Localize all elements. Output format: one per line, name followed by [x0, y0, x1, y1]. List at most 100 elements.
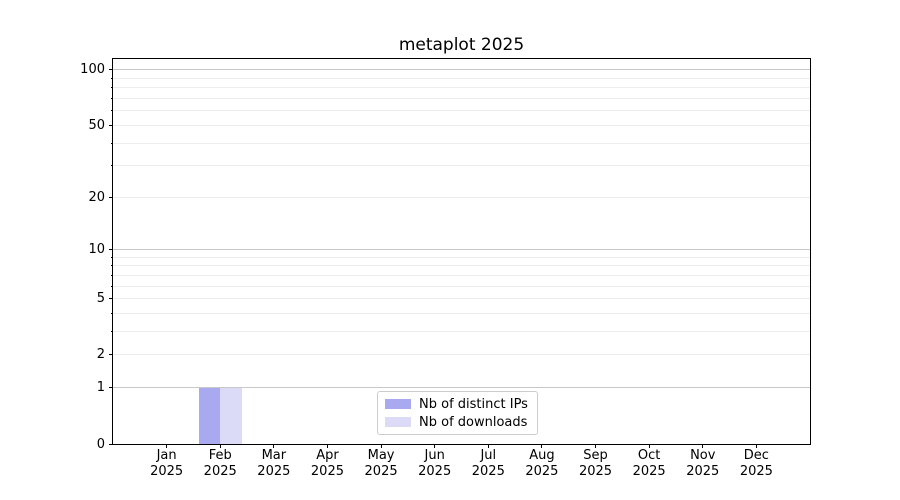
chart-title: metaplot 2025 [398, 35, 525, 55]
y-tick-10 [108, 249, 113, 251]
y-minor-tick-20 [110, 196, 113, 198]
x-tick-year: 2025 [150, 464, 184, 479]
x-tick-year: 2025 [418, 464, 452, 479]
gridline-y-90 [113, 77, 810, 79]
y-tick-1 [108, 387, 113, 389]
x-tick-month: Jun [424, 448, 445, 463]
x-tick-label-oct: Oct 2025 [617, 448, 681, 480]
x-tick-label-sep: Sep 2025 [564, 448, 628, 480]
gridline-y-9 [113, 256, 810, 258]
bar-nb-of-downloads-feb [220, 387, 242, 444]
legend-item-downloads: Nb of downloads [385, 414, 528, 430]
legend-label-downloads: Nb of downloads [419, 414, 528, 430]
y-tick-label-20: 20 [88, 189, 105, 205]
x-tick-label-jul: Jul 2025 [456, 448, 520, 480]
legend-item-distinct-ips: Nb of distinct IPs [385, 396, 528, 412]
gridline-y-3 [113, 331, 810, 333]
y-tick-label-5: 5 [96, 291, 105, 307]
gridline-y-7 [113, 274, 810, 276]
x-tick-month: Aug [529, 448, 555, 463]
y-minor-tick-30 [110, 165, 113, 167]
y-minor-tick-7 [110, 274, 113, 276]
x-tick-year: 2025 [471, 464, 505, 479]
gridline-y-2 [113, 354, 810, 356]
gridline-y-20 [113, 196, 810, 198]
gridline-y-100 [113, 69, 810, 71]
x-tick-feb [219, 444, 221, 448]
legend-label-distinct-ips: Nb of distinct IPs [419, 396, 528, 412]
plot-area [113, 59, 810, 444]
y-minor-tick-60 [110, 110, 113, 112]
x-tick-dec [755, 444, 757, 448]
x-tick-mar [273, 444, 275, 448]
gridline-y-4 [113, 313, 810, 315]
y-tick-100 [108, 69, 113, 71]
x-tick-year: 2025 [525, 464, 559, 479]
gridline-y-6 [113, 285, 810, 287]
gridline-y-60 [113, 110, 810, 112]
x-tick-label-feb: Feb 2025 [188, 448, 252, 480]
y-tick-label-100: 100 [80, 62, 105, 78]
y-minor-tick-4 [110, 313, 113, 315]
y-tick-label-2: 2 [96, 347, 105, 363]
x-tick-month: Jan [156, 448, 177, 463]
x-tick-year: 2025 [632, 464, 666, 479]
y-tick-label-0: 0 [96, 436, 105, 452]
y-minor-tick-5 [110, 298, 113, 300]
y-minor-tick-8 [110, 265, 113, 267]
gridline-y-40 [113, 142, 810, 144]
x-tick-oct [648, 444, 650, 448]
gridline-y-1 [113, 387, 810, 389]
x-tick-month: Dec [743, 448, 769, 463]
y-minor-tick-2 [110, 354, 113, 356]
x-tick-month: Nov [690, 448, 716, 463]
x-tick-month: Mar [261, 448, 287, 463]
gridline-y-10 [113, 249, 810, 251]
gridline-y-8 [113, 265, 810, 267]
x-tick-month: May [367, 448, 395, 463]
legend-swatch-downloads-icon [385, 417, 411, 427]
x-tick-apr [326, 444, 328, 448]
x-tick-may [380, 444, 382, 448]
x-tick-month: Oct [637, 448, 661, 463]
gridline-y-70 [113, 98, 810, 99]
x-tick-label-apr: Apr 2025 [295, 448, 359, 480]
x-tick-year: 2025 [578, 464, 613, 479]
x-tick-label-jun: Jun 2025 [403, 448, 467, 480]
gridline-y-5 [113, 298, 810, 300]
y-minor-tick-50 [110, 124, 113, 126]
x-tick-year: 2025 [739, 464, 773, 479]
x-tick-month: Apr [316, 448, 339, 463]
y-tick-label-50: 50 [88, 117, 105, 133]
x-tick-label-nov: Nov 2025 [671, 448, 735, 480]
legend-swatch-distinct-ips-icon [385, 399, 411, 409]
y-minor-tick-9 [110, 256, 113, 258]
bar-nb-of-distinct-ips-feb [198, 387, 221, 444]
x-tick-year: 2025 [257, 464, 291, 479]
x-tick-month: Feb [208, 448, 232, 463]
x-tick-jan [166, 444, 168, 448]
x-tick-year: 2025 [364, 464, 398, 479]
y-minor-tick-90 [110, 77, 113, 79]
gridline-y-80 [113, 87, 810, 89]
y-minor-tick-80 [110, 87, 113, 89]
x-tick-month: Sep [583, 448, 608, 463]
y-minor-tick-70 [110, 98, 113, 99]
x-tick-jul [487, 444, 489, 448]
x-tick-year: 2025 [203, 464, 237, 479]
x-tick-sep [595, 444, 597, 448]
x-tick-jun [434, 444, 436, 448]
y-tick-label-10: 10 [88, 242, 105, 258]
x-tick-label-aug: Aug 2025 [510, 448, 574, 480]
gridline-y-30 [113, 165, 810, 167]
x-tick-nov [702, 444, 704, 448]
y-minor-tick-40 [110, 142, 113, 144]
y-tick-0 [108, 443, 113, 445]
x-tick-label-may: May 2025 [349, 448, 413, 480]
gridline-y-50 [113, 124, 810, 126]
y-minor-tick-3 [110, 331, 113, 333]
x-tick-label-dec: Dec 2025 [724, 448, 788, 480]
y-tick-label-1: 1 [96, 380, 105, 396]
x-tick-label-jan: Jan 2025 [135, 448, 199, 480]
